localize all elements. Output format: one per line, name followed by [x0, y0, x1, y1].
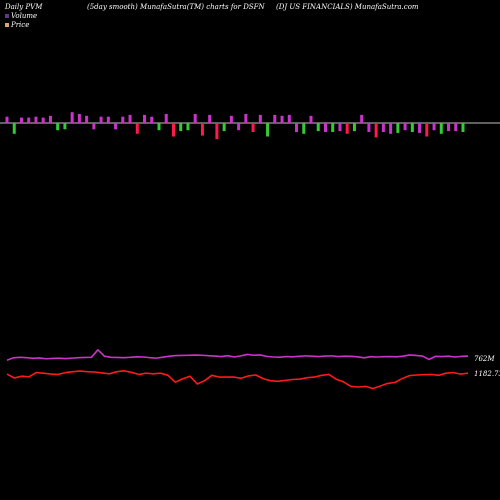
- volume-bar: [323, 123, 327, 132]
- legend-volume-swatch: [5, 14, 9, 18]
- volume-bar: [121, 116, 125, 123]
- volume-bar: [389, 123, 393, 134]
- price-line: [6, 369, 469, 390]
- volume-bar: [222, 123, 226, 132]
- volume-bar: [273, 114, 277, 123]
- legend-price-label: Price: [11, 21, 30, 29]
- volume-bar: [418, 123, 422, 133]
- volume-bar: [99, 116, 103, 123]
- volume-bar: [374, 123, 378, 138]
- volume-bar: [403, 123, 407, 131]
- volume-bar: [338, 123, 342, 132]
- legend-volume: Volume: [5, 12, 37, 20]
- volume-bar: [208, 114, 212, 123]
- volume-bar: [92, 123, 96, 130]
- volume-bar: [19, 117, 23, 123]
- volume-bar: [5, 116, 9, 123]
- volume-bar: [447, 123, 451, 132]
- chart-header-left: Daily PVM: [5, 3, 43, 11]
- volume-bar: [410, 123, 414, 132]
- volume-bar: [63, 123, 67, 130]
- volume-bar: [432, 123, 436, 131]
- volume-bar: [200, 123, 204, 136]
- volume-bar: [186, 123, 190, 131]
- volume-bar: [157, 123, 161, 131]
- legend-price-swatch: [5, 23, 9, 27]
- volume-bar: [352, 123, 356, 132]
- volume-bar: [345, 123, 349, 134]
- volume-bar: [27, 117, 31, 123]
- volume-bar: [41, 117, 45, 123]
- volume-bar: [331, 123, 335, 132]
- volume-bar: [179, 123, 183, 132]
- volume-bar: [193, 114, 197, 123]
- volume-bar: [425, 123, 429, 137]
- legend-volume-label: Volume: [11, 12, 38, 20]
- volume-bar: [367, 123, 371, 132]
- volume-bar: [302, 123, 306, 134]
- volume-bar: [229, 115, 233, 123]
- volume-end-label: 762M: [474, 355, 495, 363]
- volume-bar: [396, 123, 400, 133]
- chart-header-right: (DJ US FINANCIALS) MunafaSutra.com: [276, 3, 419, 11]
- volume-bar: [237, 123, 241, 131]
- volume-bar: [164, 114, 168, 123]
- volume-bar: [215, 123, 219, 140]
- price-end-label: 1182.73: [474, 370, 500, 378]
- volume-bar: [258, 114, 262, 123]
- volume-bar: [309, 115, 313, 123]
- volume-bar: [280, 115, 284, 123]
- legend-price: Price: [5, 21, 29, 29]
- volume-bar: [381, 123, 385, 132]
- volume-bar: [287, 114, 291, 123]
- volume-bar: [251, 123, 255, 132]
- volume-bar: [244, 114, 248, 123]
- volume-bar: [114, 123, 118, 130]
- volume-bar: [316, 123, 320, 132]
- volume-bar: [143, 114, 147, 123]
- volume-bar: [171, 123, 175, 137]
- volume-bar: [34, 116, 38, 123]
- volume-line: [6, 348, 469, 361]
- volume-bar: [439, 123, 443, 134]
- volume-bar: [135, 123, 139, 134]
- volume-bar: [106, 116, 110, 123]
- volume-bar: [85, 115, 89, 123]
- volume-bar: [360, 114, 364, 123]
- chart-header-center: (5day smooth) MunafaSutra(TM) charts for…: [87, 3, 265, 11]
- volume-bar: [48, 115, 52, 123]
- volume-bar: [70, 112, 74, 123]
- volume-bar: [295, 123, 299, 132]
- volume-bar: [12, 123, 16, 134]
- volume-bar: [266, 123, 270, 137]
- volume-bar: [56, 123, 60, 131]
- volume-bar: [461, 123, 465, 132]
- volume-bar: [77, 114, 81, 123]
- volume-bar: [454, 123, 458, 132]
- volume-bar: [128, 114, 132, 123]
- volume-bar: [150, 116, 154, 123]
